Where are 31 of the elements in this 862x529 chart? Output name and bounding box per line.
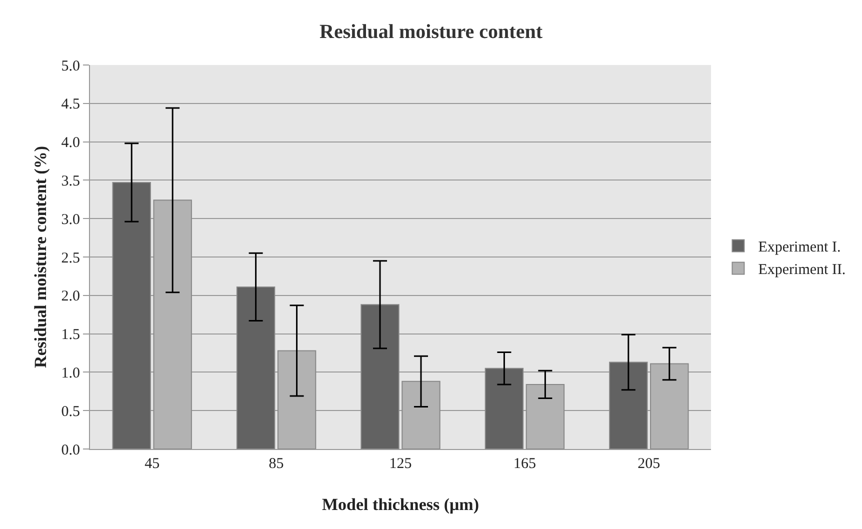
bar bbox=[277, 350, 316, 449]
y-tick-label: 5.0 bbox=[61, 58, 80, 74]
x-tick-label: 205 bbox=[638, 456, 660, 472]
bar bbox=[236, 286, 276, 449]
bar bbox=[402, 380, 440, 449]
bar bbox=[526, 384, 565, 449]
legend-label: Experiment II. bbox=[758, 262, 846, 278]
bar bbox=[609, 362, 648, 449]
y-axis-title: Residual moisture content (%) bbox=[31, 146, 50, 368]
y-tick-label: 1.5 bbox=[61, 327, 80, 344]
bar bbox=[360, 304, 400, 449]
y-tick-label: 2.5 bbox=[61, 250, 80, 266]
x-axis-title: Model thickness (μm) bbox=[322, 495, 479, 514]
y-tick-label: 0.5 bbox=[61, 404, 80, 420]
y-tick-label: 1.0 bbox=[61, 365, 80, 382]
y-tick-label: 3.5 bbox=[61, 173, 80, 190]
x-tick-label: 45 bbox=[144, 456, 160, 472]
y-tick-label: 4.0 bbox=[61, 135, 80, 152]
x-tick-label: 85 bbox=[268, 456, 284, 472]
legend-label: Experiment I. bbox=[758, 240, 841, 256]
bar bbox=[153, 200, 192, 449]
bar bbox=[650, 363, 689, 449]
bar bbox=[484, 368, 524, 449]
x-tick-label: 125 bbox=[389, 456, 412, 472]
chart-title: Residual moisture content bbox=[320, 20, 543, 43]
x-tick-label: 165 bbox=[513, 456, 536, 472]
y-tick-label: 2.0 bbox=[61, 288, 80, 305]
y-tick-label: 3.0 bbox=[61, 212, 80, 228]
bar bbox=[112, 182, 151, 449]
y-tick-label: 4.5 bbox=[61, 96, 80, 113]
y-tick-label: 0.0 bbox=[61, 442, 80, 458]
